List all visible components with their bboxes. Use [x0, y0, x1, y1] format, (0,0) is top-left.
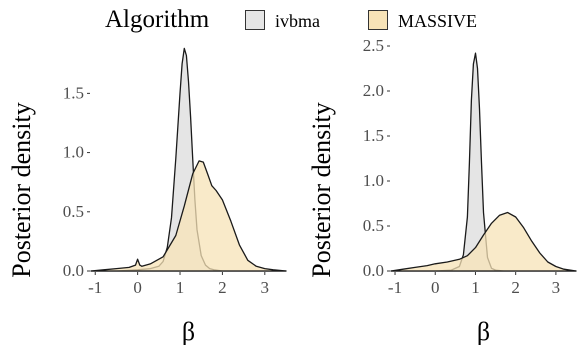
y-tick-label: 1.0: [363, 171, 384, 190]
x-tick-label: 0: [133, 278, 142, 297]
y-tick-label: 1.0: [63, 143, 84, 162]
y-tick-label: 2.5: [363, 36, 384, 55]
x-tick-label: 3: [552, 278, 561, 297]
x-tick-label: 1: [176, 278, 185, 297]
legend-key-massive: [368, 10, 388, 30]
legend-label-ivbma: ivbma: [275, 11, 320, 31]
x-tick-label: 2: [511, 278, 520, 297]
legend-title: Algorithm: [105, 6, 210, 33]
legend-label-massive: MASSIVE: [398, 11, 478, 31]
y-axis-title: Posterior density: [307, 102, 336, 278]
y-tick-label: 0.5: [363, 216, 384, 235]
y-tick-label: 0.5: [63, 202, 84, 221]
density-area-massive-panel-2: [390, 211, 577, 272]
y-tick-label: 0.0: [63, 261, 84, 280]
y-tick-label: 2.0: [363, 81, 384, 100]
x-tick-label: 1: [471, 278, 480, 297]
legend-key-ivbma: [245, 10, 265, 30]
x-tick-label: -1: [88, 278, 102, 297]
x-axis-title: β: [182, 317, 195, 345]
density-area-massive-panel-1: [90, 160, 287, 272]
legend: Algorithm ivbma MASSIVE: [0, 0, 582, 40]
x-tick-label: -1: [388, 278, 402, 297]
y-axis-title: Posterior density: [7, 102, 36, 278]
x-tick-label: 0: [431, 278, 440, 297]
x-tick-label: 2: [218, 278, 227, 297]
y-tick-label: 1.5: [363, 126, 384, 145]
x-axis-title: β: [477, 317, 490, 345]
y-tick-label: 1.5: [63, 83, 84, 102]
x-tick-label: 3: [261, 278, 270, 297]
y-tick-label: 0.0: [363, 261, 384, 280]
